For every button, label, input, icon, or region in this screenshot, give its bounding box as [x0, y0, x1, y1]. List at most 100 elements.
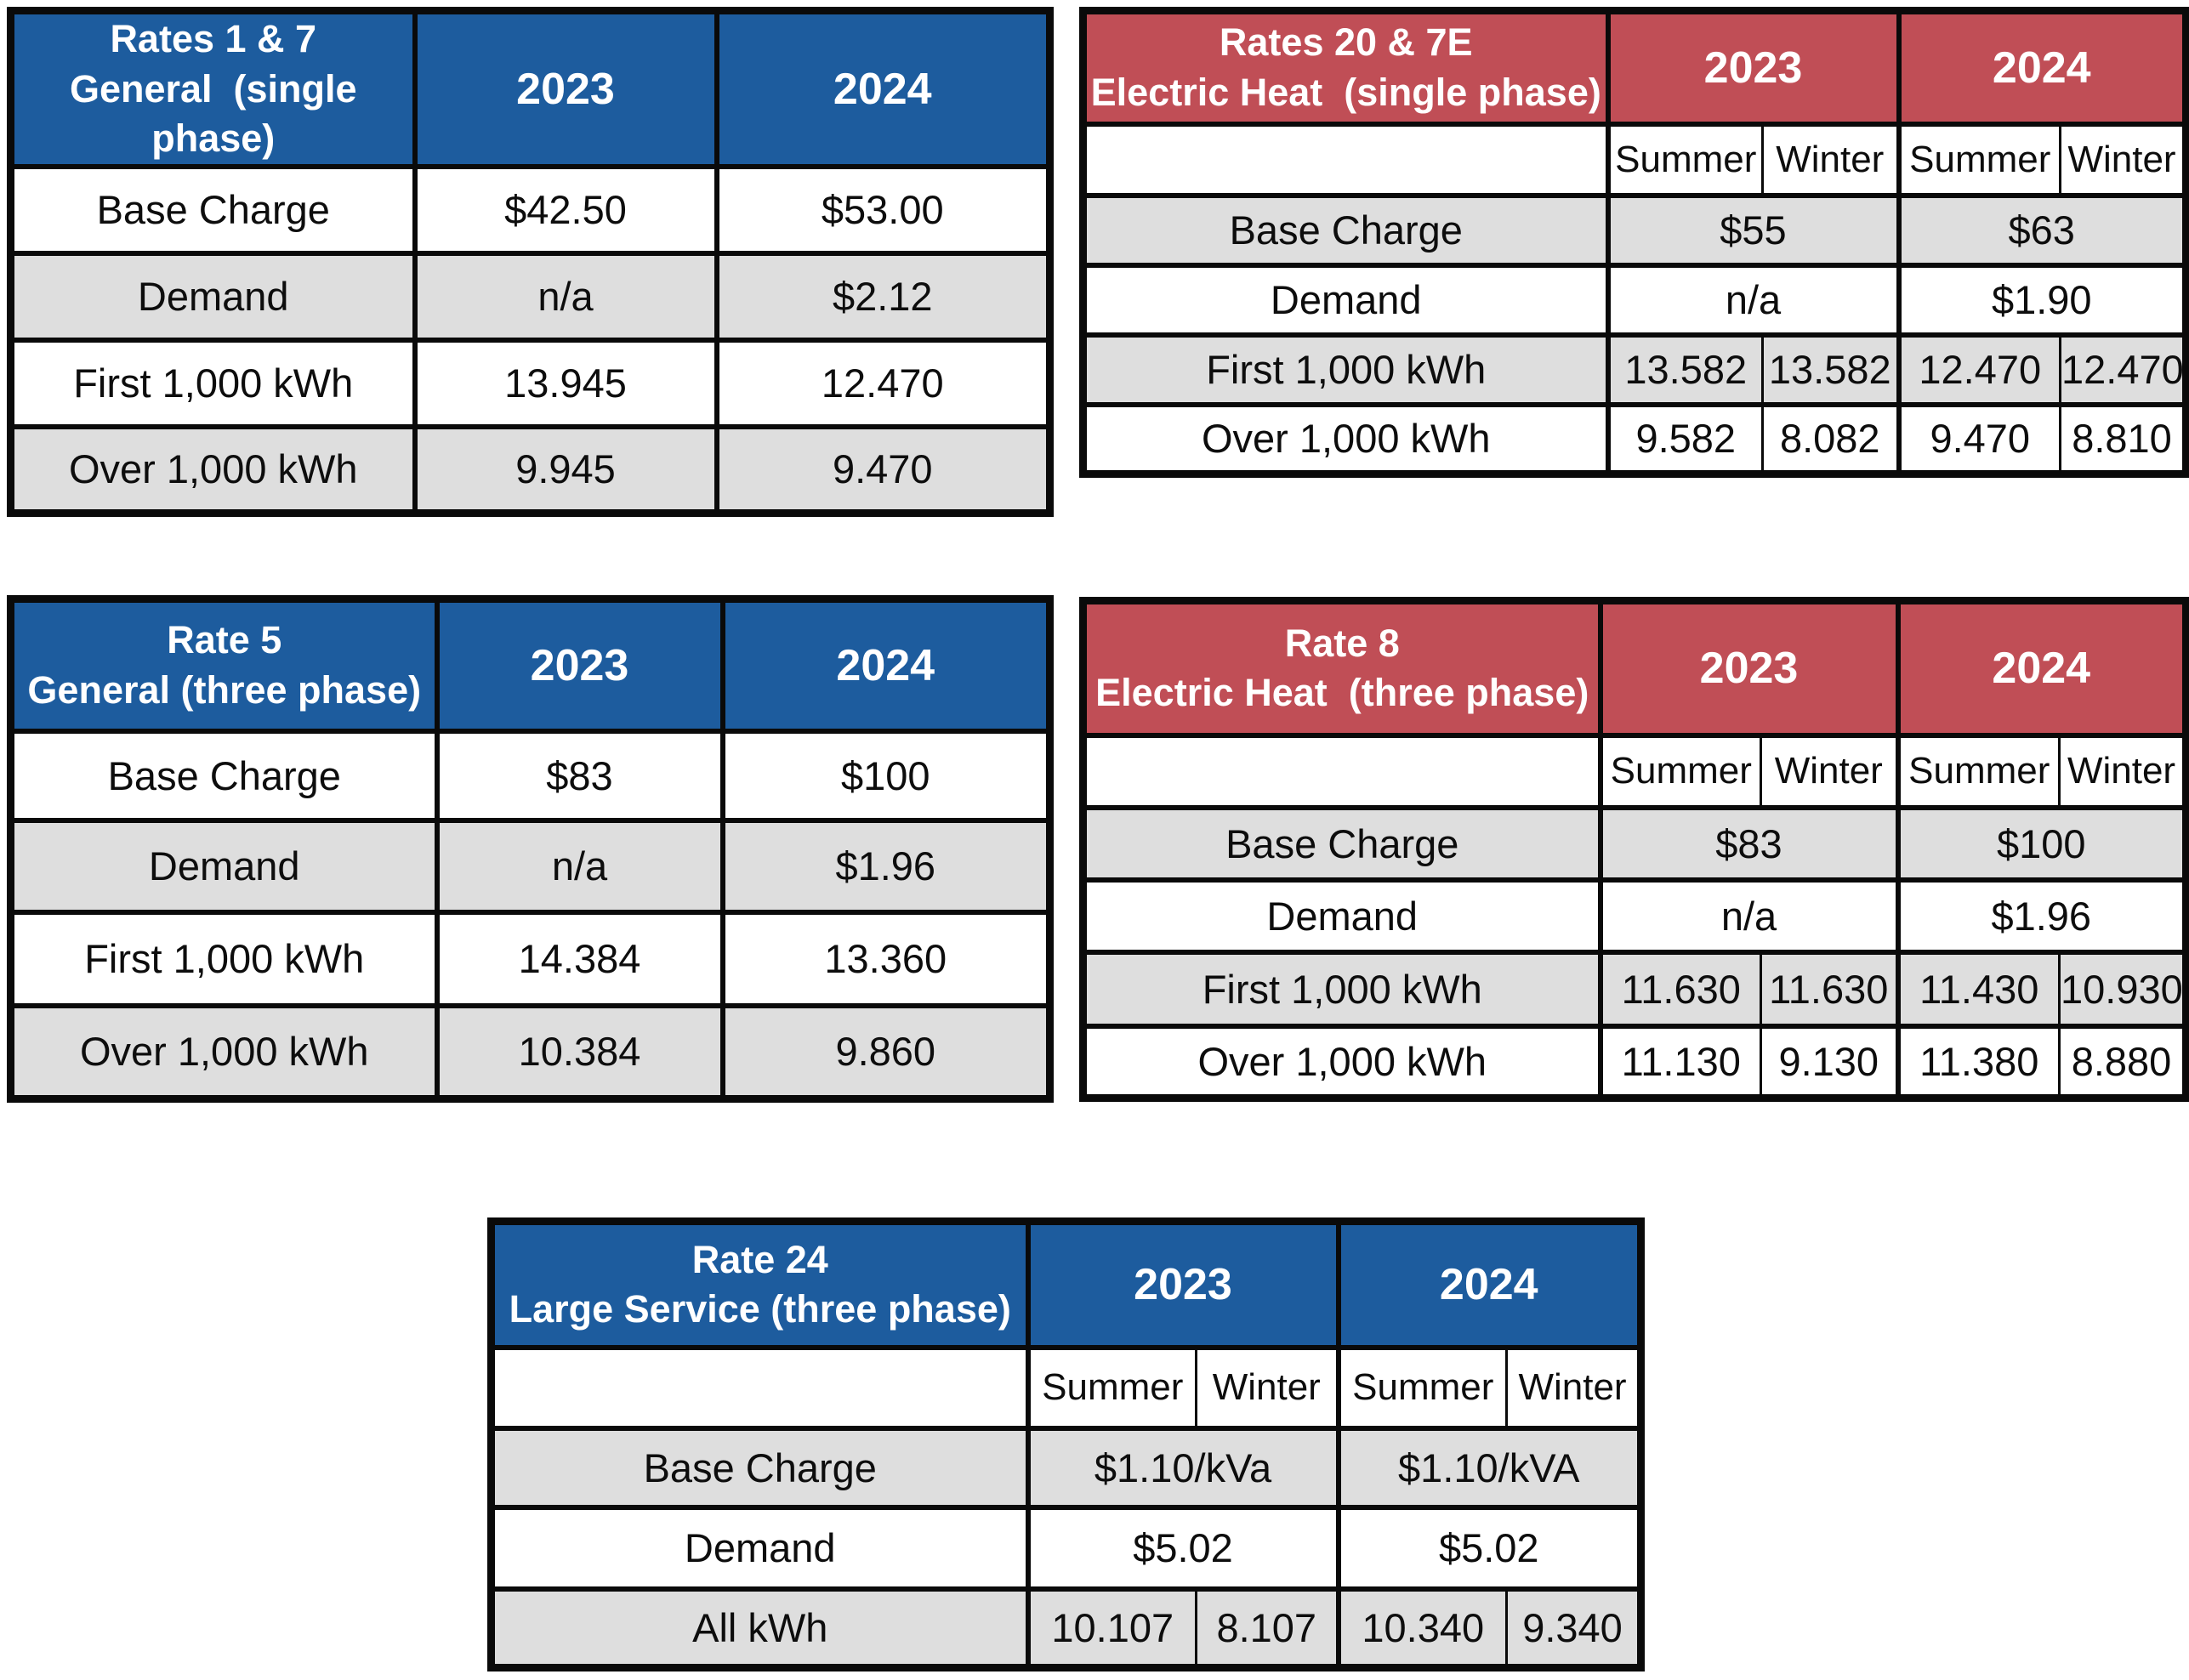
season-header-summer: Summer — [1335, 1344, 1508, 1431]
table-rate-5: Rate 5 General (three phase) 2023 2024 B… — [7, 595, 1054, 1103]
row-label: Over 1,000 kWh — [8, 423, 418, 516]
empty-cell — [1080, 121, 1611, 198]
cell-value: $1.90 — [1896, 262, 2189, 338]
cell-value: n/a — [1605, 262, 1902, 338]
cell-value: $1.96 — [1895, 877, 2189, 955]
cell-value: 10.340 — [1335, 1586, 1508, 1671]
cell-value: 9.470 — [714, 423, 1053, 516]
cell-value: n/a — [1597, 877, 1901, 955]
season-row: Summer Winter Summer Winter — [1080, 732, 2189, 810]
row-label: Demand — [8, 817, 440, 915]
cell-value: 11.630 — [1760, 949, 1901, 1029]
row-label: Demand — [8, 250, 418, 343]
season-header-summer: Summer — [1895, 732, 2061, 810]
cell-value: $53.00 — [714, 163, 1053, 256]
year-header-2024: 2024 — [719, 596, 1053, 734]
row-label: All kWh — [488, 1586, 1031, 1671]
season-header-summer: Summer — [1896, 121, 2061, 198]
cell-value: $55 — [1605, 192, 1902, 268]
cell-value: 8.082 — [1761, 401, 1902, 477]
season-header-winter: Winter — [2059, 121, 2189, 198]
cell-value: $100 — [1895, 804, 2189, 883]
header-row: Rate 8 Electric Heat (three phase) 2023 … — [1080, 598, 2189, 738]
season-header-summer: Summer — [1605, 121, 1764, 198]
cell-value: 14.384 — [434, 909, 725, 1008]
cell-value: 10.930 — [2058, 949, 2189, 1029]
cell-value: 10.384 — [434, 1002, 725, 1102]
year-header-2023: 2023 — [1597, 598, 1901, 738]
title-line1: Rate 24 — [691, 1237, 828, 1281]
empty-cell — [1080, 732, 1603, 810]
table-row: Over 1,000 kWh 11.130 9.130 11.380 8.880 — [1080, 1023, 2189, 1101]
cell-value: $42.50 — [412, 163, 719, 256]
cell-value: n/a — [434, 817, 725, 915]
cell-value: $63 — [1896, 192, 2189, 268]
table-rates-20-7e: Rates 20 & 7E Electric Heat (single phas… — [1079, 7, 2189, 478]
cell-value: 8.810 — [2059, 401, 2189, 477]
year-header-2024: 2024 — [714, 8, 1053, 169]
cell-value: 9.470 — [1896, 401, 2061, 477]
table-row: Base Charge $83 $100 — [8, 728, 1053, 823]
season-header-winter: Winter — [1505, 1344, 1644, 1431]
cell-value: 8.107 — [1195, 1586, 1341, 1671]
table-row: Demand $5.02 $5.02 — [488, 1504, 1644, 1592]
year-header-2024: 2024 — [1895, 598, 2189, 738]
table-row: Base Charge $55 $63 — [1080, 192, 2189, 268]
year-header-2023: 2023 — [412, 8, 719, 169]
cell-value: 10.107 — [1025, 1586, 1197, 1671]
table-title: Rate 24 Large Service (three phase) — [488, 1218, 1031, 1350]
cell-value: 9.860 — [719, 1002, 1053, 1102]
cell-value: 12.470 — [2059, 332, 2189, 407]
row-label: Demand — [488, 1504, 1031, 1592]
table-row: Demand n/a $1.90 — [1080, 262, 2189, 338]
table-rate-24: Rate 24 Large Service (three phase) 2023… — [487, 1217, 1645, 1671]
row-label: Base Charge — [8, 163, 418, 256]
table-row: Over 1,000 kWh 10.384 9.860 — [8, 1002, 1053, 1102]
table-row: Demand n/a $1.96 — [8, 817, 1053, 915]
table-row: First 1,000 kWh 11.630 11.630 11.430 10.… — [1080, 949, 2189, 1029]
year-header-2024: 2024 — [1896, 8, 2189, 127]
cell-value: 12.470 — [1896, 332, 2061, 407]
cell-value: $83 — [1597, 804, 1901, 883]
table-row: All kWh 10.107 8.107 10.340 9.340 — [488, 1586, 1644, 1671]
title-line1: Rates 20 & 7E — [1219, 20, 1473, 65]
row-label: Over 1,000 kWh — [1080, 401, 1611, 477]
table-row: Demand n/a $1.96 — [1080, 877, 2189, 955]
cell-value: 11.380 — [1895, 1023, 2061, 1101]
season-header-winter: Winter — [2058, 732, 2189, 810]
title-line1: Rates 1 & 7 — [110, 17, 317, 60]
cell-value: $1.96 — [719, 817, 1053, 915]
empty-cell — [488, 1344, 1031, 1431]
season-header-winter: Winter — [1195, 1344, 1341, 1431]
season-header-winter: Winter — [1761, 121, 1902, 198]
table-row: Base Charge $1.10/kVa $1.10/kVA — [488, 1425, 1644, 1510]
title-line2: Electric Heat (single phase) — [1090, 70, 1601, 114]
cell-value: $1.10/kVa — [1025, 1425, 1341, 1510]
row-label: Base Charge — [1080, 804, 1603, 883]
cell-value: 11.630 — [1597, 949, 1762, 1029]
cell-value: $5.02 — [1335, 1504, 1644, 1592]
cell-value: $100 — [719, 728, 1053, 823]
cell-value: 11.430 — [1895, 949, 2061, 1029]
table-title: Rate 5 General (three phase) — [8, 596, 440, 734]
cell-value: 13.582 — [1761, 332, 1902, 407]
cell-value: 9.945 — [412, 423, 719, 516]
header-row: Rate 24 Large Service (three phase) 2023… — [488, 1218, 1644, 1350]
table-row: First 1,000 kWh 14.384 13.360 — [8, 909, 1053, 1008]
table-row: Base Charge $42.50 $53.00 — [8, 163, 1053, 256]
row-label: Over 1,000 kWh — [8, 1002, 440, 1102]
title-line2: Electric Heat (three phase) — [1095, 671, 1589, 715]
cell-value: $5.02 — [1025, 1504, 1341, 1592]
cell-value: 9.582 — [1605, 401, 1764, 477]
title-line1: Rate 8 — [1284, 621, 1400, 665]
table-title: Rates 20 & 7E Electric Heat (single phas… — [1080, 8, 1611, 127]
table-row: First 1,000 kWh 13.945 12.470 — [8, 337, 1053, 429]
cell-value: 8.880 — [2058, 1023, 2189, 1101]
row-label: Demand — [1080, 262, 1611, 338]
title-line2: General (single phase) — [69, 66, 368, 161]
row-label: First 1,000 kWh — [1080, 332, 1611, 407]
cell-value: 12.470 — [714, 337, 1053, 429]
year-header-2023: 2023 — [1605, 8, 1902, 127]
title-line2: Large Service (three phase) — [509, 1287, 1011, 1331]
row-label: Demand — [1080, 877, 1603, 955]
